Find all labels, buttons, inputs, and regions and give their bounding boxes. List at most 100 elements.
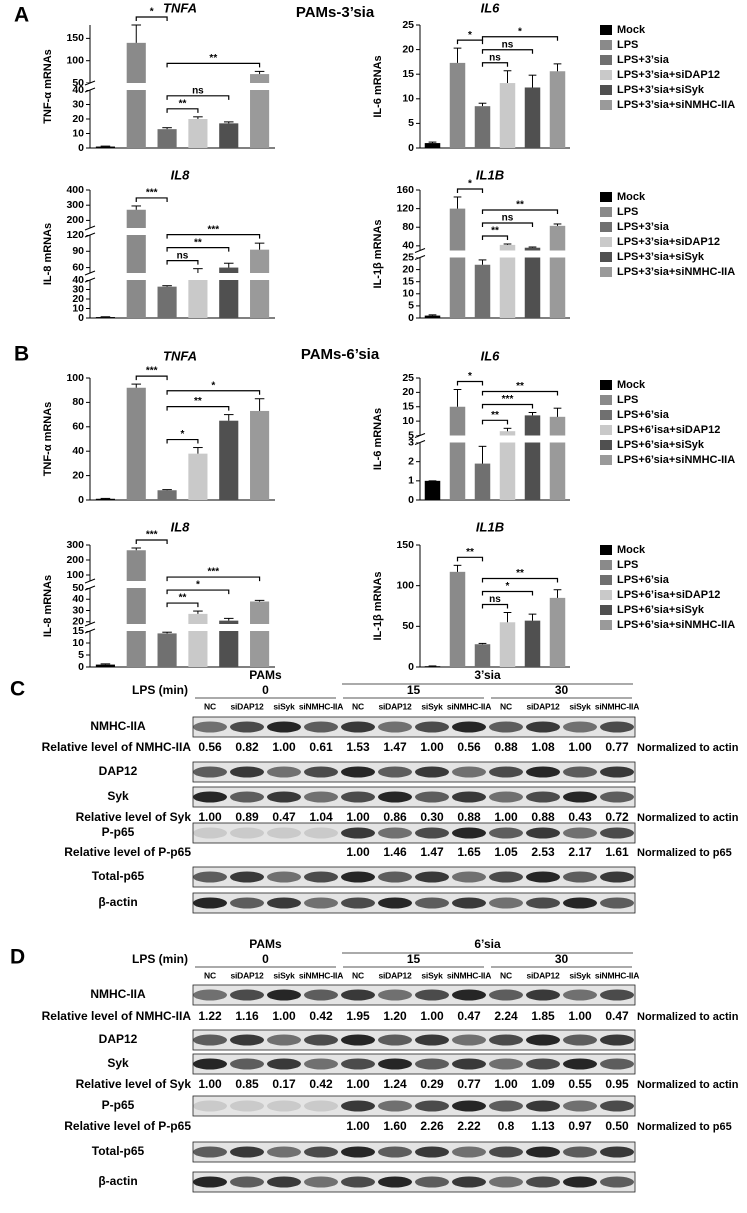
blot-band [304,1058,338,1070]
quant-value: 1.09 [531,1077,555,1091]
y-tick-label: 300 [66,199,84,211]
y-axis-label: IL-1β mRNAs [372,571,384,640]
legend-label: Mock [617,544,646,556]
blot-band [378,791,412,803]
legend-label: LPS+6’sia+siSyk [617,604,705,616]
chart-title: TNFA [163,348,197,363]
blot-band [563,721,597,733]
legend-swatch [600,207,612,217]
significance-bracket [456,188,484,193]
significance-label: *** [207,224,219,235]
legend-label: LPS+3’sia+siSyk [617,84,705,96]
axis-break [84,83,277,90]
bar [157,129,177,148]
significance-label: * [468,371,472,382]
significance-label: *** [146,188,158,199]
significance-bracket [166,390,261,395]
break-mark [84,80,96,86]
blot-band [378,766,412,778]
blot-band [452,989,486,1001]
significance-bracket [481,403,534,409]
chart-title: IL8 [171,519,191,534]
blot-band [378,871,412,883]
lane-label: siSyk [569,970,591,980]
significance-label: ns [489,594,501,605]
y-tick-label: 400 [66,184,84,196]
y-tick-label: 3 [408,436,414,448]
panel-title: PAMs-6’sia [301,346,380,363]
quant-value: 1.95 [346,1009,370,1023]
significance-bracket [135,539,168,544]
y-tick-label: 2 [408,455,414,467]
break-mark [84,87,96,93]
quant-value: 1.46 [383,845,407,859]
blot-band [526,1034,560,1046]
bar [250,410,270,500]
blot-band [230,989,264,1001]
lane-label: siSyk [421,701,443,711]
blot-band [489,766,523,778]
blot-band [378,1146,412,1158]
quant-value: 1.61 [605,845,629,859]
bar [188,613,208,667]
chart-title: IL6 [481,0,501,15]
legend-swatch [600,192,612,202]
legend-label: LPS [617,394,638,406]
quant-value: 1.00 [420,740,444,754]
blot-band [526,989,560,1001]
bar [95,317,115,318]
blot-band [193,1034,227,1046]
break-mark [84,585,96,591]
break-mark [414,433,426,438]
blot-band [378,1100,412,1112]
quant-value: 1.00 [346,810,370,824]
quant-label: Relative level of Syk [76,810,192,824]
break-mark [84,277,96,283]
axis-break [84,624,277,631]
bar [524,415,541,500]
bar [499,622,516,667]
blot-band [526,871,560,883]
significance-label: * [468,30,472,41]
blot-band [600,1146,634,1158]
bar [219,267,239,318]
quant-value: 1.00 [272,740,296,754]
quant-value: 0.29 [420,1077,444,1091]
blot-band [415,827,449,839]
legend-label: LPS+3’sia [617,221,670,233]
significance-label: * [211,380,215,391]
lane-label: siNMHC-IIA [447,970,491,980]
lane-label: siDAP12 [230,970,264,980]
legend-swatch [600,440,612,450]
legend-swatch [600,620,612,630]
bar [250,601,270,667]
quant-value: 1.00 [494,810,518,824]
blot-band [600,1034,634,1046]
bar [499,431,516,500]
blot-band [193,1100,227,1112]
quant-value: 0.47 [605,1009,629,1023]
quant-value: 0.77 [605,740,629,754]
blot-band [230,897,264,909]
blot-band [304,827,338,839]
bar [126,387,146,500]
blot-band [304,871,338,883]
quant-value: 0.61 [309,740,333,754]
significance-label: ns [502,39,514,50]
legend-label: LPS [617,559,638,571]
y-tick-label: 20 [402,263,414,275]
quant-value: 1.24 [383,1077,407,1091]
blot-band [230,766,264,778]
quant-value: 0.97 [568,1119,592,1133]
significance-bracket [481,419,509,425]
quant-value: 2.22 [457,1119,481,1133]
y-tick-label: 10 [402,288,414,300]
normalization-note: Normalized to p65 [637,1121,732,1133]
blot-band [267,1034,301,1046]
quant-value: 0.56 [198,740,222,754]
blot-band [230,1176,264,1188]
quant-value: 0.47 [272,810,296,824]
band-label: β-actin [98,1174,137,1188]
quant-value: 1.04 [309,810,333,824]
band-label: NMHC-IIA [90,719,146,733]
